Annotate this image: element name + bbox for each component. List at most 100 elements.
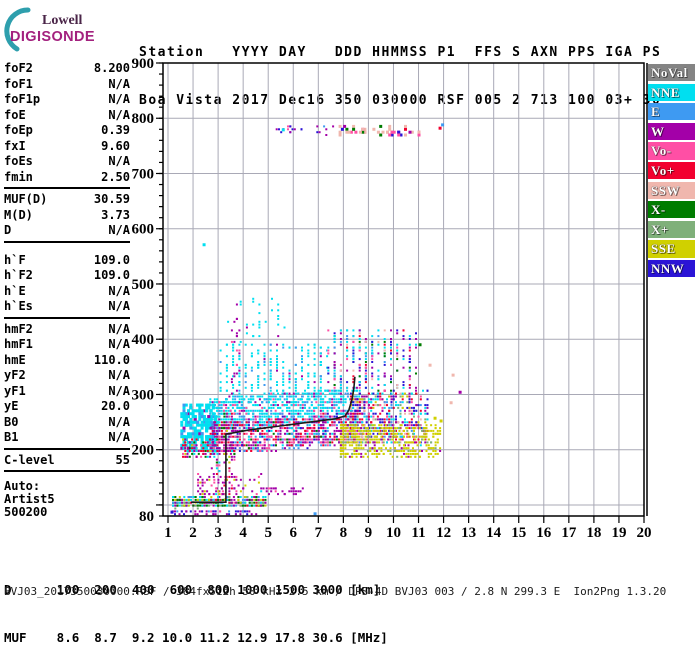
scatter-layer bbox=[170, 123, 462, 516]
param-group: foF2 8.200 foF1 N/A foF1p N/A foE N/A foEp 0.39 fx… bbox=[4, 61, 130, 185]
dmuf-table: D 100 200 400 600 800 1000 1500 3000 [km… bbox=[4, 550, 388, 662]
param-row-mufd: MUF(D) 30.59 bbox=[4, 192, 130, 208]
param-row-auto: Auto: bbox=[4, 480, 130, 493]
param-value: N/A bbox=[108, 92, 130, 106]
param-label: B1 bbox=[4, 430, 19, 444]
param-value: 8.200 bbox=[93, 61, 130, 75]
ionogram-chart: 1 2 3 4 5 6 7 8 9 10 11 12 13 14 15 16 17 18 19 20900800700… bbox=[132, 56, 652, 541]
param-value: N/A bbox=[108, 321, 130, 336]
param-label: h`E bbox=[4, 283, 26, 298]
param-label: h`Es bbox=[4, 299, 33, 313]
svg-text:3: 3 bbox=[214, 525, 222, 541]
legend-item-e: E bbox=[648, 103, 695, 121]
header-values-line: Boa Vista 2017 Dec16 350 030000 RSF 005 … bbox=[139, 93, 662, 108]
autoscale-trace bbox=[191, 376, 356, 504]
param-row-artist5: Artist5 bbox=[4, 493, 130, 506]
param-label: fmin bbox=[4, 169, 33, 184]
svg-text:400: 400 bbox=[132, 332, 155, 348]
param-row-fof1p: foF1p N/A bbox=[4, 92, 130, 108]
param-row-fxi: fxI 9.60 bbox=[4, 139, 130, 155]
param-separator bbox=[4, 447, 130, 450]
param-row-fof1: foF1 N/A bbox=[4, 77, 130, 93]
param-value: 55 bbox=[115, 452, 130, 467]
svg-text:19: 19 bbox=[611, 525, 626, 541]
svg-text:500: 500 bbox=[132, 277, 155, 293]
param-label: yE bbox=[4, 399, 19, 413]
param-group: MUF(D) 30.59 M(D) 3.73 D N/A bbox=[4, 192, 130, 239]
logo-text-lowell: Lowell bbox=[42, 13, 83, 28]
header-columns-line: Station YYYY DAY DDD HHMMSS P1 FFS S AXN… bbox=[139, 45, 662, 60]
dmuf-muf-row: MUF 8.6 8.7 9.2 10.0 11.2 12.9 17.8 30.6… bbox=[4, 630, 388, 645]
param-row-foe: foE N/A bbox=[4, 108, 130, 124]
param-label: MUF(D) bbox=[4, 192, 48, 206]
svg-text:12: 12 bbox=[436, 525, 451, 541]
param-value: N/A bbox=[108, 383, 130, 398]
svg-text:80: 80 bbox=[139, 509, 154, 525]
svg-text:300: 300 bbox=[132, 387, 155, 403]
param-group: hmF2 N/A hmF1 N/A hmE 110.0 yF2 N/A yF1 N/A yE 20.0… bbox=[4, 322, 130, 446]
legend-item-vo: Vo- bbox=[648, 142, 695, 160]
param-label: foE bbox=[4, 107, 26, 122]
legend-item-w: W bbox=[648, 122, 695, 141]
param-label: 500200 bbox=[4, 505, 48, 519]
param-label: B0 bbox=[4, 414, 19, 429]
svg-text:6: 6 bbox=[290, 525, 298, 541]
param-row-he: h`E N/A bbox=[4, 284, 130, 300]
param-label: C-level bbox=[4, 452, 55, 467]
param-label: foF2 bbox=[4, 61, 33, 75]
param-label: Auto: bbox=[4, 479, 41, 493]
param-label: foEp bbox=[4, 123, 33, 137]
legend-item-noval: NoVal bbox=[648, 64, 695, 82]
param-value: N/A bbox=[108, 430, 130, 444]
param-label: foF1 bbox=[4, 76, 33, 91]
param-row-foep: foEp 0.39 bbox=[4, 123, 130, 139]
param-row-fof2: foF2 8.200 bbox=[4, 61, 130, 77]
param-row-hf: h`F 109.0 bbox=[4, 253, 130, 269]
svg-text:4: 4 bbox=[239, 525, 247, 541]
param-value: 20.0 bbox=[101, 399, 130, 413]
legend-item-x: X+ bbox=[648, 220, 695, 239]
digisonde-logo: Lowell DIGISONDE bbox=[2, 4, 134, 54]
legend-item-vo: Vo+ bbox=[648, 161, 695, 180]
param-row-hme: hmE 110.0 bbox=[4, 353, 130, 369]
svg-text:17: 17 bbox=[561, 525, 577, 541]
svg-text:900: 900 bbox=[132, 56, 155, 72]
svg-text:8: 8 bbox=[340, 525, 348, 541]
param-value: 110.0 bbox=[93, 352, 130, 367]
direction-legend: NoVal NNE E W Vo- Vo+ SSW X- X+ SSE NNW bbox=[648, 64, 695, 280]
chart-axes bbox=[162, 62, 648, 517]
svg-text:14: 14 bbox=[486, 525, 502, 541]
param-group: Auto: Artist5 500200 bbox=[4, 480, 130, 519]
measurement-header: Station YYYY DAY DDD HHMMSS P1 FFS S AXN… bbox=[139, 13, 661, 125]
param-value: N/A bbox=[108, 337, 130, 351]
param-row-yf2: yF2 N/A bbox=[4, 368, 130, 384]
param-row-fmin: fmin 2.50 bbox=[4, 170, 130, 186]
param-separator bbox=[4, 470, 130, 472]
param-label: hmF1 bbox=[4, 337, 33, 351]
param-row-hmf1: hmF1 N/A bbox=[4, 337, 130, 353]
param-row-b0: B0 N/A bbox=[4, 415, 130, 431]
param-row-500200: 500200 bbox=[4, 506, 130, 519]
param-row-hmf2: hmF2 N/A bbox=[4, 322, 130, 338]
param-label: foF1p bbox=[4, 92, 41, 106]
param-value: N/A bbox=[108, 368, 130, 382]
param-label: Artist5 bbox=[4, 492, 55, 506]
svg-text:10: 10 bbox=[386, 525, 401, 541]
param-value: N/A bbox=[108, 283, 130, 298]
param-row-hes: h`Es N/A bbox=[4, 299, 130, 315]
params-panel: foF2 8.200 foF1 N/A foF1p N/A foE N/A foEp 0.39 fx… bbox=[4, 61, 130, 519]
param-value: N/A bbox=[108, 76, 130, 91]
svg-text:5: 5 bbox=[264, 525, 272, 541]
svg-text:11: 11 bbox=[411, 525, 425, 541]
param-row-foes: foEs N/A bbox=[4, 154, 130, 170]
param-row-hf2: h`F2 109.0 bbox=[4, 268, 130, 284]
svg-text:2: 2 bbox=[189, 525, 197, 541]
param-value: 109.0 bbox=[93, 252, 130, 267]
param-separator bbox=[4, 187, 130, 189]
param-label: hmF2 bbox=[4, 321, 33, 336]
param-row-ye: yE 20.0 bbox=[4, 399, 130, 415]
chart-ticks bbox=[156, 62, 645, 523]
param-label: yF1 bbox=[4, 383, 26, 398]
param-row-clevel: C-level 55 bbox=[4, 453, 130, 469]
ionogram-page: { "logo": {"top": "Lowell", "bottom": "D… bbox=[2, 4, 695, 645]
